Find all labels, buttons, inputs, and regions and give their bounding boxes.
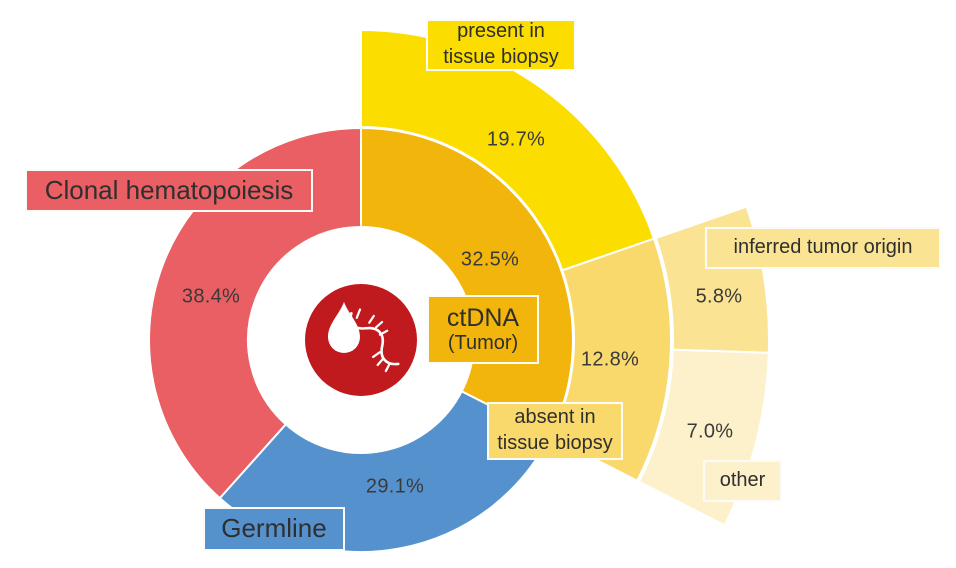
percent-label-inferred: 5.8%	[695, 285, 743, 308]
blood-drop-dna-icon	[305, 284, 417, 396]
percent-label-present: 19.7%	[486, 128, 546, 151]
label-box-other: other	[703, 460, 782, 502]
label-box-absent-in-tissue-biopsy: absent in tissue biopsy	[487, 402, 623, 460]
blood-drop-glyph	[328, 302, 360, 353]
label-line: (Tumor)	[447, 332, 519, 355]
label-box-inferred-tumor-origin: inferred tumor origin	[705, 227, 941, 269]
label-line: Clonal hematopoiesis	[44, 174, 294, 205]
label-box-present-in-tissue-biopsy: present in tissue biopsy	[426, 19, 576, 71]
label-line: other	[719, 469, 766, 492]
dna-helix-glyph	[349, 308, 400, 373]
label-box-clonal-hematopoiesis: Clonal hematopoiesis	[25, 169, 313, 212]
percent-label-ctdna: 32.5%	[460, 248, 520, 271]
label-box-germline: Germline	[203, 507, 345, 551]
percent-label-germline: 29.1%	[365, 475, 425, 498]
percent-label-absent: 12.8%	[580, 348, 640, 371]
icon-circle	[305, 284, 417, 396]
percent-label-clonal: 38.4%	[181, 285, 241, 308]
label-line: tissue biopsy	[443, 46, 559, 68]
label-box-ctdna-tumor: ctDNA (Tumor)	[427, 295, 539, 364]
label-line: inferred tumor origin	[733, 236, 913, 259]
label-line: ctDNA	[446, 303, 520, 332]
label-line: tissue biopsy	[497, 432, 613, 454]
label-line: present in	[457, 20, 545, 43]
percent-label-other: 7.0%	[686, 420, 734, 443]
label-line: Germline	[221, 513, 327, 544]
label-line: absent in	[514, 406, 596, 429]
segment-clonal-hematopoiesis	[148, 126, 362, 500]
sunburst-rings	[148, 28, 770, 553]
